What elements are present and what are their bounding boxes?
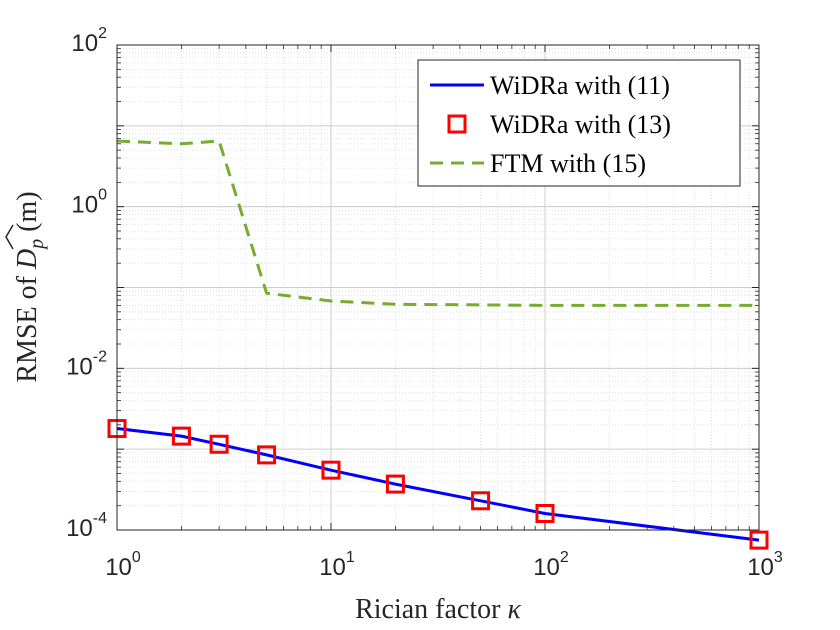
x-tick-label: 102	[533, 549, 569, 581]
y-tick-label: 102	[71, 25, 107, 57]
y-tick-label: 10-4	[66, 510, 107, 542]
tick-marks	[116, 44, 760, 531]
x-tick-labels: 100 101 102 103	[105, 549, 783, 581]
y-tick-label: 100	[71, 187, 107, 219]
data-marker-series-1	[209, 434, 229, 454]
data-marker-series-1	[471, 491, 491, 511]
x-tick-label: 100	[105, 549, 141, 581]
data-marker-series-1	[385, 474, 405, 494]
data-marker-series-1	[749, 530, 769, 550]
y-axis-label: RMSE of Dp (m)	[5, 191, 48, 383]
legend: WiDRa with (11) WiDRa with (13) FTM with…	[417, 59, 741, 187]
legend-marker-widra-13	[447, 114, 467, 134]
x-axis-label: Rician factor κ	[355, 594, 521, 625]
legend-box	[417, 59, 741, 187]
x-tick-label: 101	[319, 549, 355, 581]
y-tick-labels: 10-4 10-2 100 102	[66, 25, 107, 542]
svg-text:RMSE of Dp (m): RMSE of Dp (m)	[12, 191, 48, 382]
series-layer	[107, 139, 769, 550]
legend-label-widra-11: WiDRa with (11)	[490, 71, 670, 100]
legend-label-widra-13: WiDRa with (13)	[490, 110, 671, 139]
data-marker-series-1	[171, 426, 191, 446]
series-line-0	[116, 427, 760, 542]
series-line-2	[116, 139, 759, 307]
y-tick-label: 10-2	[66, 348, 107, 380]
x-tick-label: 103	[747, 549, 783, 581]
data-marker-series-1	[321, 460, 341, 480]
data-marker-series-1	[257, 445, 277, 465]
legend-label-ftm-15: FTM with (15)	[490, 149, 646, 178]
data-marker-series-1	[535, 504, 555, 524]
hat-accent	[5, 224, 14, 250]
